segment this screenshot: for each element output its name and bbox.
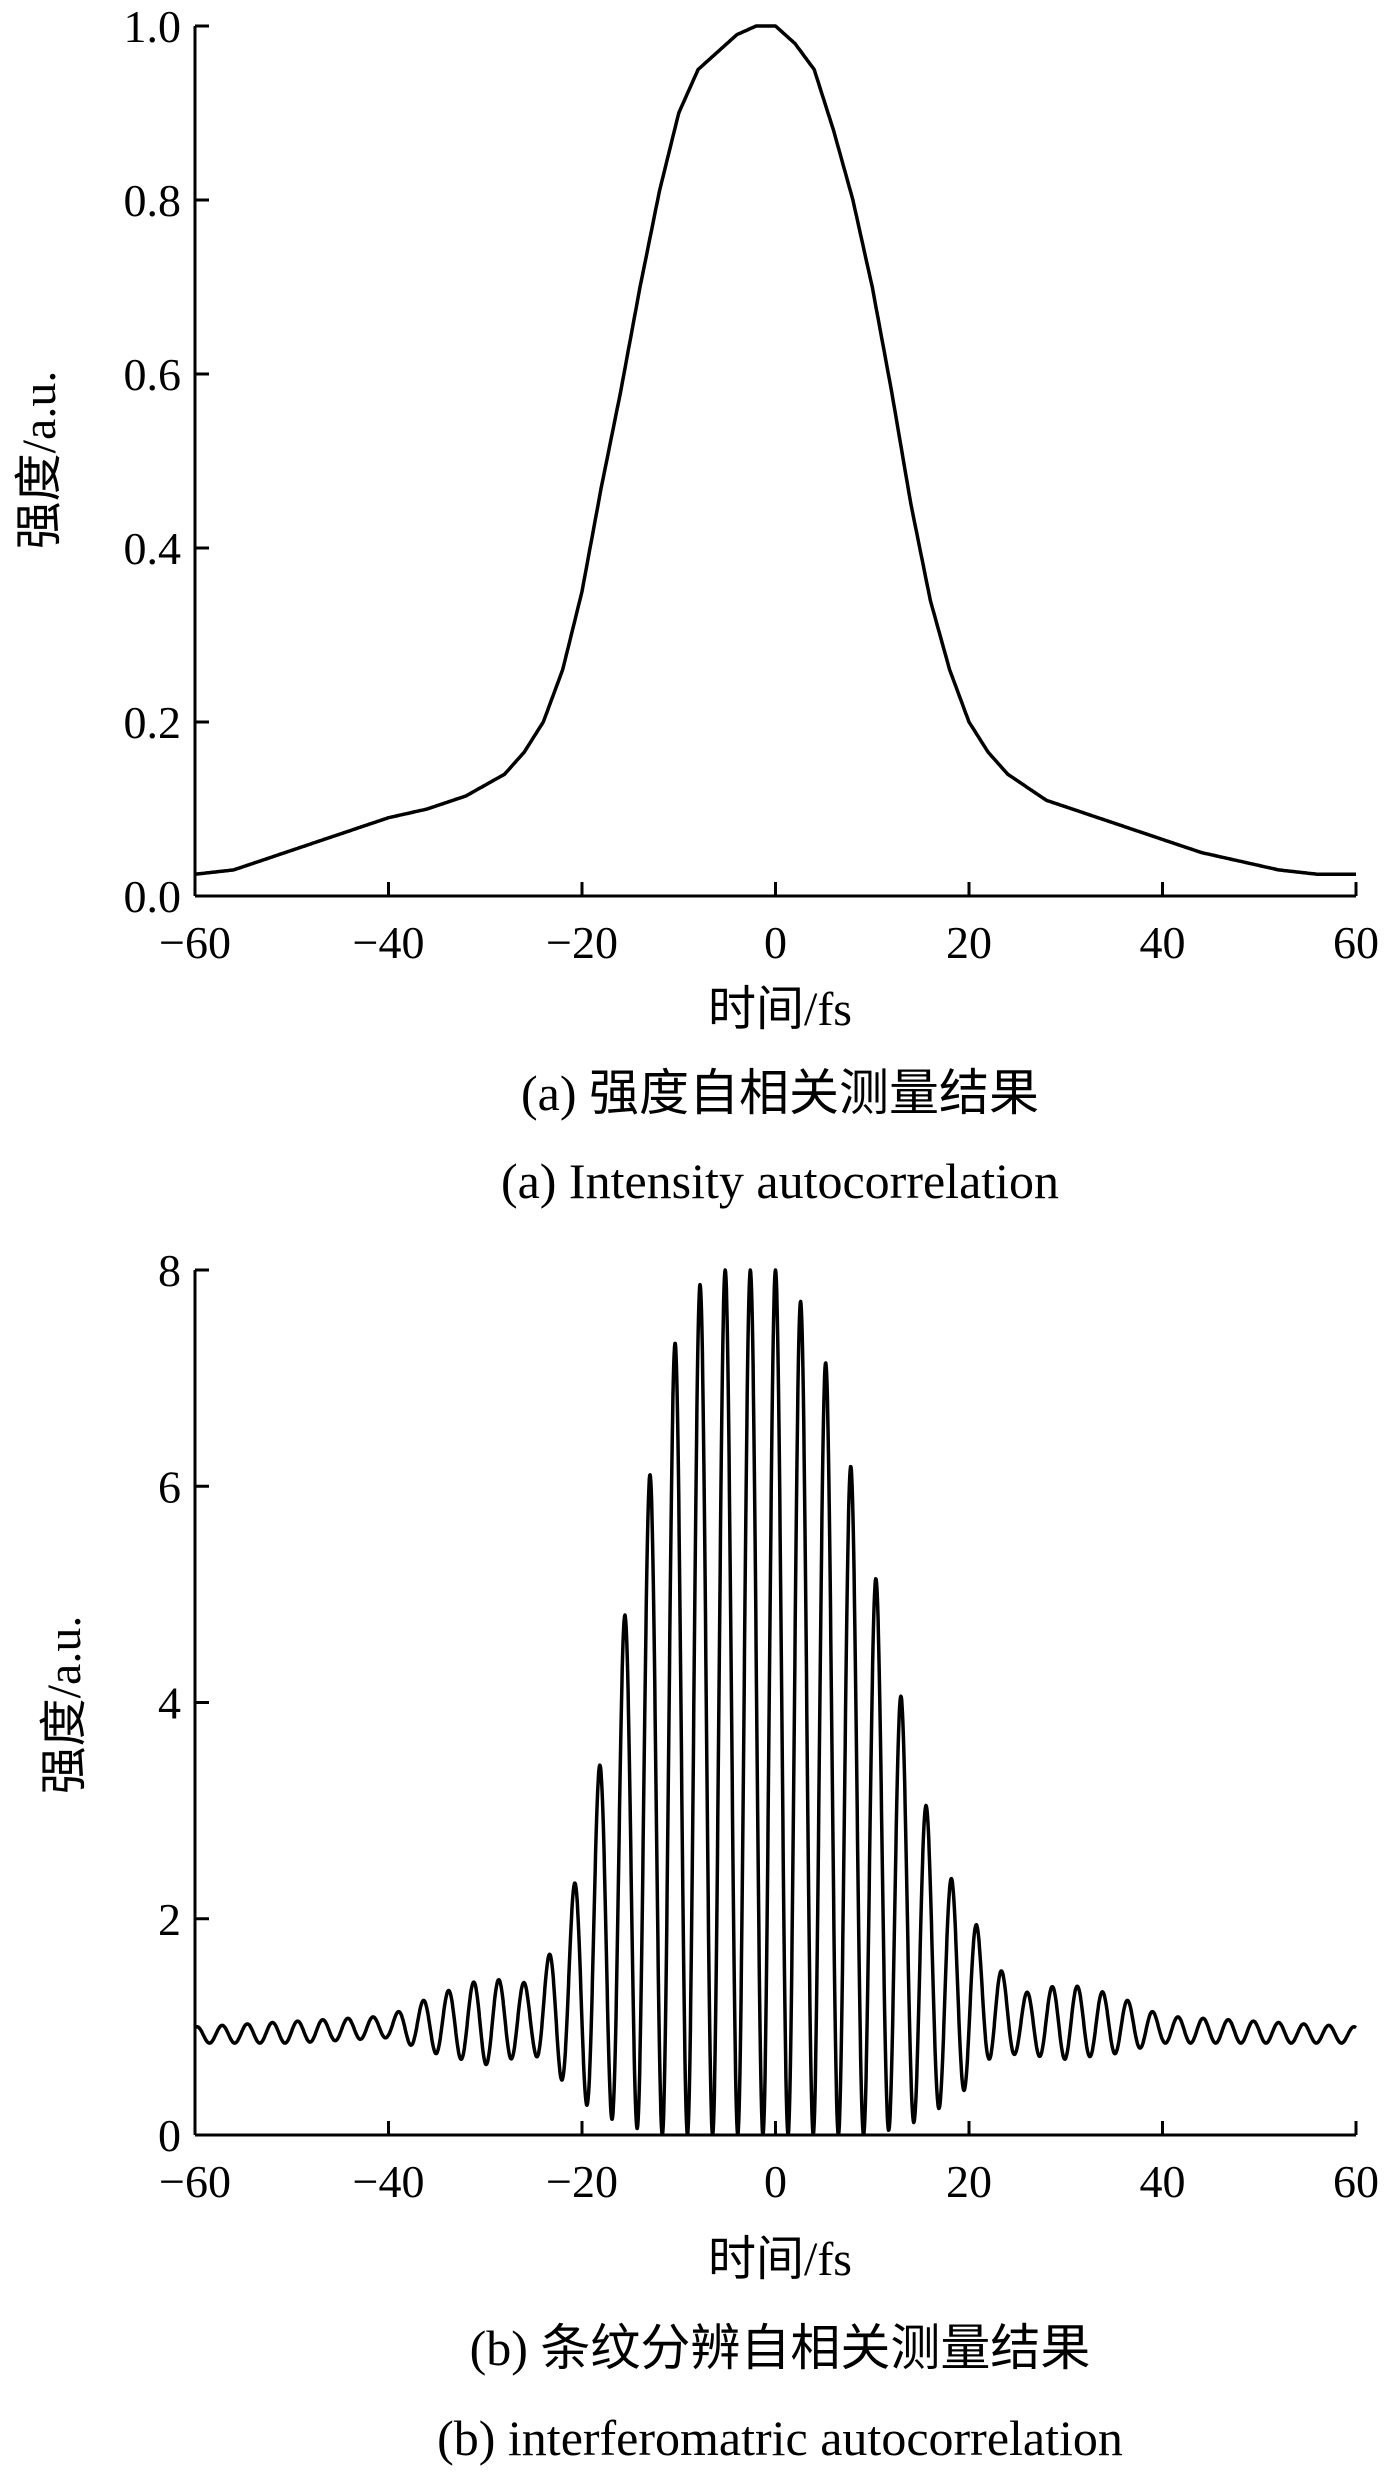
y-axis-label-b: 强度/a.u. — [38, 1616, 91, 1795]
x-tick-label: 60 — [1333, 917, 1379, 968]
y-tick-label: 4 — [158, 1678, 181, 1729]
interferometric-curve — [193, 1268, 1358, 2137]
y-tick-label: 2 — [158, 1894, 181, 1945]
x-ticks-b: −60 −40 −20 0 20 40 60 — [159, 2121, 1379, 2207]
y-tick-label: 0.4 — [124, 523, 182, 574]
x-tick-label: −40 — [353, 2156, 425, 2207]
y-tick-label: 0.2 — [124, 697, 182, 748]
x-axis-label-b: 时间/fs — [708, 2233, 852, 2286]
x-tick-label: 20 — [946, 917, 992, 968]
x-tick-label: −40 — [353, 917, 425, 968]
y-axis-label-a: 强度/a.u. — [13, 371, 66, 550]
x-tick-label: 20 — [946, 2156, 992, 2207]
panel-interferometric-autocorrelation: −60 −40 −20 0 20 40 60 0 2 4 6 8 时间/fs 强度/a.u. (b)… — [38, 1245, 1379, 2466]
x-axis-label-a: 时间/fs — [708, 983, 852, 1036]
axes-b — [193, 1270, 1356, 2137]
y-tick-label: 6 — [158, 1461, 181, 1512]
x-tick-label: −60 — [159, 2156, 231, 2207]
y-tick-label: 8 — [158, 1245, 181, 1296]
x-ticks-a: −60 −40 −20 0 20 40 60 — [159, 882, 1379, 968]
x-tick-label: 0 — [764, 917, 787, 968]
y-ticks-b: 0 2 4 6 8 — [158, 1245, 209, 2161]
panel-intensity-autocorrelation: −60 −40 −20 0 20 40 60 0.0 0.2 0.4 0.6 0.8 1.0 时间/f… — [13, 1, 1379, 1209]
x-tick-label: 40 — [1140, 917, 1186, 968]
caption-a-cn: (a) 强度自相关测量结果 — [521, 1065, 1039, 1121]
x-tick-label: −20 — [546, 2156, 618, 2207]
caption-b-cn: (b) 条纹分辨自相关测量结果 — [470, 2320, 1091, 2376]
axes-a — [193, 26, 1356, 898]
y-tick-label: 0.8 — [124, 175, 182, 226]
y-tick-label: 0.0 — [124, 871, 182, 922]
x-tick-label: −20 — [546, 917, 618, 968]
y-ticks-a: 0.0 0.2 0.4 0.6 0.8 1.0 — [124, 1, 209, 922]
intensity-curve — [194, 24, 1356, 877]
x-tick-label: 60 — [1333, 2156, 1379, 2207]
caption-b-en: (b) interferomatric autocorrelation — [437, 2410, 1123, 2466]
y-tick-label: 0 — [158, 2110, 181, 2161]
y-tick-label: 0.6 — [124, 349, 182, 400]
x-tick-label: 40 — [1140, 2156, 1186, 2207]
x-tick-label: −60 — [159, 917, 231, 968]
caption-a-en: (a) Intensity autocorrelation — [501, 1153, 1059, 1209]
y-tick-label: 1.0 — [124, 1, 182, 52]
x-tick-label: 0 — [764, 2156, 787, 2207]
